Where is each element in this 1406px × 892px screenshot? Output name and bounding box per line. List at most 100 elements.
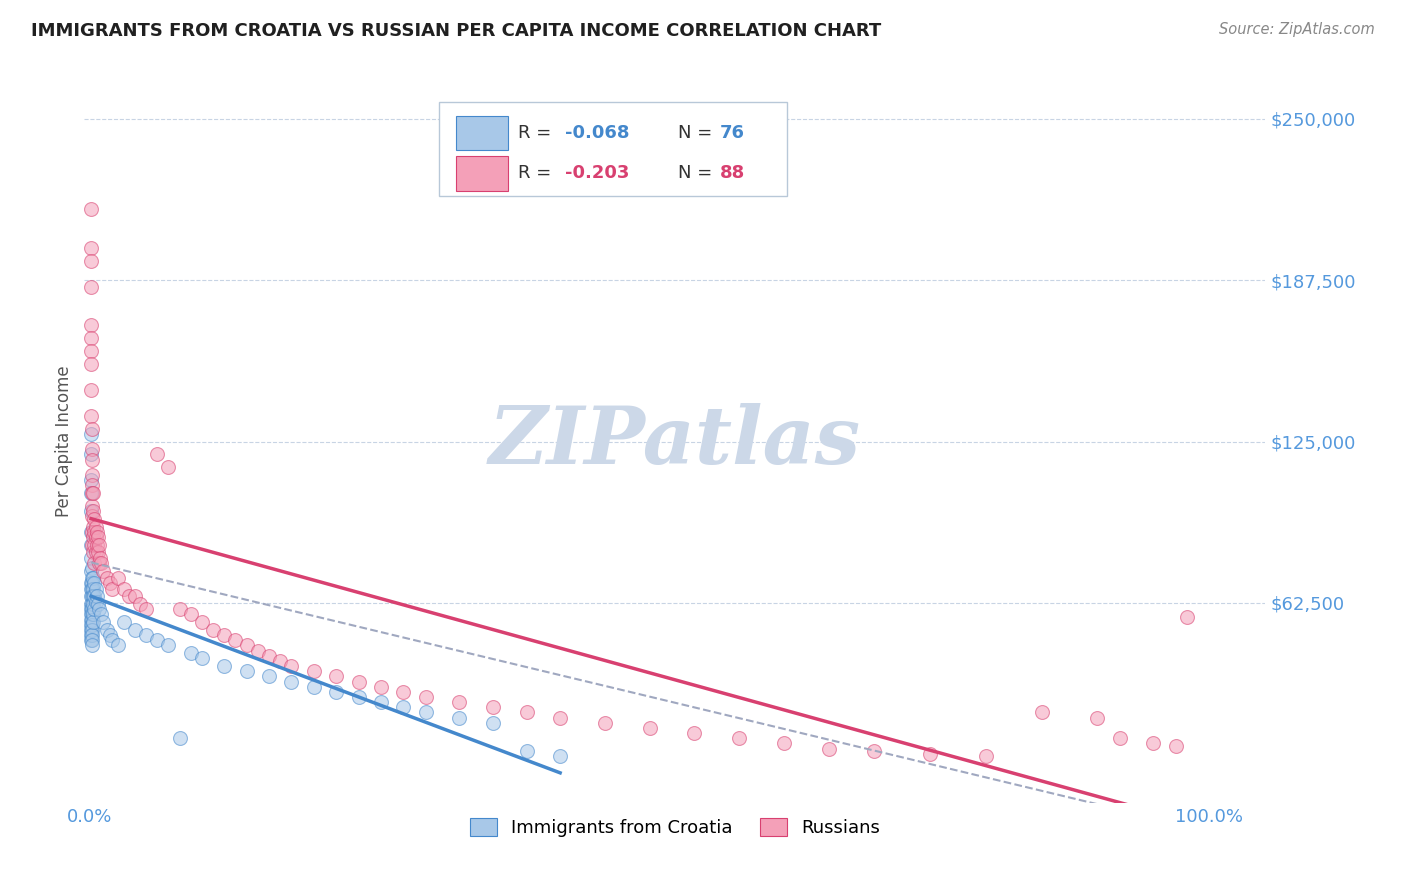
Text: N =: N = bbox=[679, 124, 718, 142]
Point bbox=[82, 571, 104, 585]
Point bbox=[82, 486, 104, 500]
Point bbox=[80, 383, 103, 397]
Point bbox=[1175, 610, 1198, 624]
Point bbox=[202, 623, 225, 637]
Point bbox=[82, 571, 104, 585]
Point bbox=[112, 582, 135, 596]
Point bbox=[80, 279, 103, 293]
Point bbox=[302, 680, 325, 694]
Point bbox=[87, 556, 110, 570]
Point bbox=[82, 623, 104, 637]
Point bbox=[135, 602, 157, 616]
Point bbox=[82, 504, 104, 518]
Point bbox=[82, 582, 104, 596]
Point bbox=[98, 628, 121, 642]
Point bbox=[84, 594, 107, 608]
Point bbox=[82, 597, 104, 611]
Point bbox=[169, 602, 191, 616]
Point bbox=[80, 590, 103, 604]
Point bbox=[817, 741, 839, 756]
Point bbox=[96, 571, 118, 585]
Point bbox=[82, 590, 104, 604]
Point bbox=[82, 597, 104, 611]
Point bbox=[392, 685, 415, 699]
Point bbox=[80, 564, 103, 578]
Point bbox=[80, 202, 103, 217]
Point bbox=[82, 468, 104, 483]
Point bbox=[84, 530, 107, 544]
Point bbox=[593, 715, 616, 730]
Point bbox=[516, 744, 538, 758]
FancyBboxPatch shape bbox=[439, 102, 787, 196]
Point bbox=[1164, 739, 1187, 753]
Point bbox=[80, 538, 103, 552]
Point bbox=[773, 736, 796, 750]
Point bbox=[86, 590, 108, 604]
Point bbox=[101, 582, 124, 596]
Point bbox=[482, 700, 505, 714]
Point bbox=[82, 613, 104, 627]
Point bbox=[157, 639, 180, 653]
Point bbox=[80, 633, 103, 648]
Point bbox=[82, 499, 104, 513]
Point bbox=[415, 690, 437, 704]
Point bbox=[87, 538, 110, 552]
Point bbox=[82, 545, 104, 559]
Point bbox=[191, 651, 214, 665]
Y-axis label: Per Capita Income: Per Capita Income bbox=[55, 366, 73, 517]
Point bbox=[80, 241, 103, 255]
Point bbox=[80, 623, 103, 637]
Point bbox=[80, 357, 103, 371]
Point bbox=[101, 633, 124, 648]
Point bbox=[482, 715, 505, 730]
Point bbox=[82, 538, 104, 552]
Point bbox=[86, 524, 108, 539]
Point bbox=[80, 582, 103, 596]
Point bbox=[82, 524, 104, 539]
Point bbox=[180, 646, 202, 660]
Point bbox=[347, 690, 370, 704]
Point bbox=[118, 590, 141, 604]
Point bbox=[82, 422, 104, 436]
Point bbox=[918, 747, 941, 761]
Point bbox=[129, 597, 152, 611]
Point bbox=[82, 633, 104, 648]
Text: 76: 76 bbox=[720, 124, 745, 142]
Point bbox=[370, 695, 392, 709]
Point bbox=[96, 623, 118, 637]
Point bbox=[82, 615, 104, 630]
Point bbox=[82, 639, 104, 653]
Text: -0.068: -0.068 bbox=[565, 124, 630, 142]
Point bbox=[80, 318, 103, 333]
Point bbox=[80, 504, 103, 518]
Point bbox=[87, 597, 110, 611]
Point bbox=[82, 590, 104, 604]
Point bbox=[214, 659, 236, 673]
Point bbox=[516, 706, 538, 720]
Point bbox=[82, 617, 104, 632]
Point bbox=[82, 607, 104, 622]
Point bbox=[98, 576, 121, 591]
Point bbox=[83, 590, 105, 604]
Point bbox=[80, 344, 103, 359]
Point bbox=[82, 509, 104, 524]
Point bbox=[82, 582, 104, 596]
Point bbox=[87, 545, 110, 559]
Point bbox=[87, 530, 110, 544]
Point bbox=[82, 486, 104, 500]
Point bbox=[83, 512, 105, 526]
Point bbox=[548, 749, 571, 764]
Point bbox=[112, 615, 135, 630]
FancyBboxPatch shape bbox=[457, 156, 509, 191]
Point bbox=[169, 731, 191, 746]
Point bbox=[257, 669, 280, 683]
Point bbox=[86, 538, 108, 552]
Point bbox=[84, 519, 107, 533]
Point bbox=[325, 685, 347, 699]
FancyBboxPatch shape bbox=[457, 116, 509, 151]
Point bbox=[280, 659, 302, 673]
Point bbox=[83, 602, 105, 616]
Point bbox=[146, 447, 169, 461]
Point bbox=[157, 460, 180, 475]
Point bbox=[1108, 731, 1130, 746]
